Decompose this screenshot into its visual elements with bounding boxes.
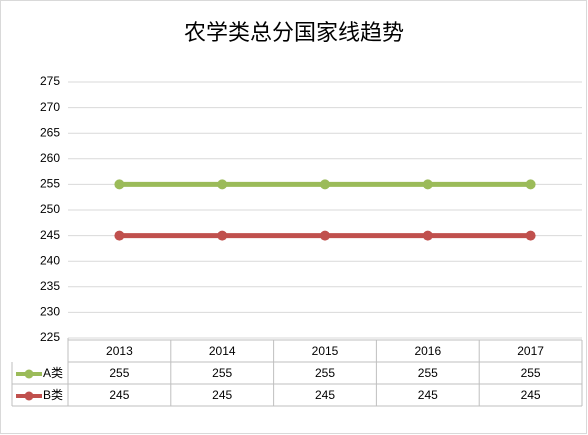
marker [422, 230, 433, 241]
table-value: 255 [109, 366, 129, 380]
y-tick-label: 265 [40, 125, 60, 139]
x-tick-label: 2017 [517, 344, 544, 358]
table-value: 245 [315, 388, 335, 402]
y-tick-label: 245 [40, 228, 60, 242]
marker [217, 230, 228, 241]
y-tick-label: 255 [40, 177, 60, 191]
y-tick-label: 260 [40, 151, 60, 165]
table-value: 255 [521, 366, 541, 380]
y-tick-label: 235 [40, 279, 60, 293]
legend-marker [24, 369, 34, 379]
marker [320, 179, 330, 190]
table-value: 245 [521, 388, 541, 402]
table-value: 255 [418, 366, 438, 380]
marker [320, 230, 330, 241]
y-tick-label: 275 [40, 74, 60, 88]
marker [114, 230, 125, 241]
y-tick-label: 225 [40, 330, 60, 344]
chart-title: 农学类总分国家线趋势 [184, 21, 404, 46]
marker [525, 179, 536, 190]
y-tick-label: 250 [40, 202, 60, 216]
table-value: 255 [315, 366, 335, 380]
table-value: 245 [109, 388, 129, 402]
y-tick-label: 270 [40, 100, 60, 114]
marker [217, 179, 228, 190]
marker [114, 179, 125, 190]
table-value: 255 [212, 366, 232, 380]
x-tick-label: 2015 [312, 344, 339, 358]
x-tick-label: 2013 [106, 344, 133, 358]
marker [525, 230, 536, 241]
x-tick-label: 2014 [209, 344, 236, 358]
table-value: 245 [418, 388, 438, 402]
legend-label: A类 [43, 366, 63, 380]
legend-label: B类 [43, 388, 63, 402]
x-tick-label: 2016 [414, 344, 441, 358]
y-tick-label: 230 [40, 305, 60, 319]
table-value: 245 [212, 388, 232, 402]
legend-marker [24, 391, 34, 401]
marker [422, 179, 433, 190]
y-tick-label: 240 [40, 253, 60, 267]
